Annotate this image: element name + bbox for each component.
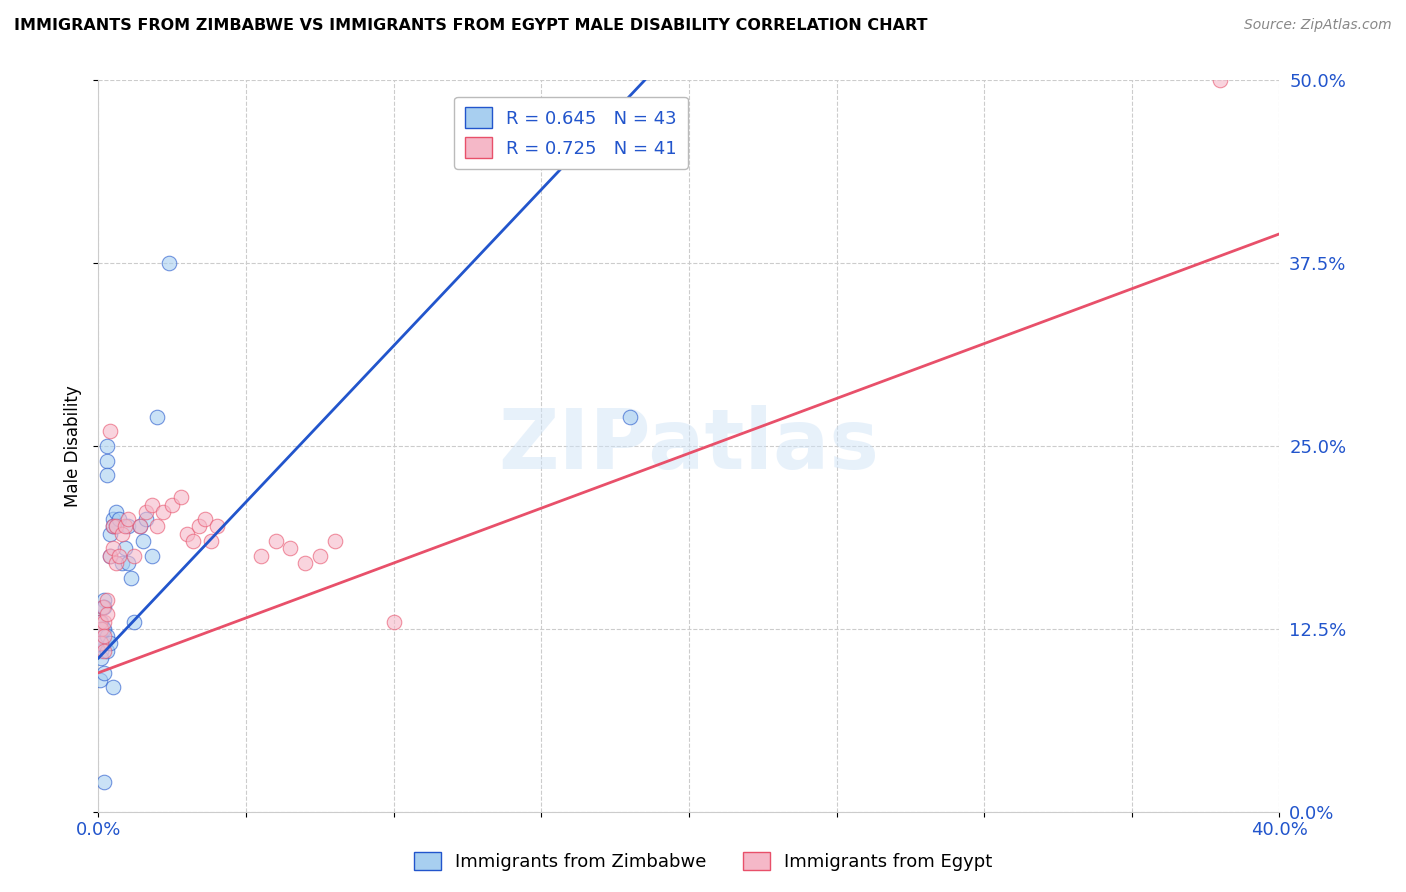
Point: [93, 592, 115, 607]
Point: [98, 526, 121, 541]
Point: [111, 526, 134, 541]
Point: [93, 629, 115, 643]
Point: [96, 453, 118, 467]
Point: [146, 519, 169, 533]
Point: [250, 549, 273, 563]
Point: [170, 490, 193, 504]
Point: [98, 636, 121, 650]
Point: [122, 615, 145, 629]
Point: [93, 775, 115, 789]
Point: [103, 541, 125, 556]
Point: [141, 549, 163, 563]
Legend: R = 0.645   N = 43, R = 0.725   N = 41: R = 0.645 N = 43, R = 0.725 N = 41: [454, 96, 688, 169]
Point: [105, 505, 128, 519]
Point: [90, 622, 112, 636]
Point: [90, 636, 112, 650]
Point: [382, 615, 405, 629]
Point: [91, 622, 114, 636]
Point: [128, 519, 150, 533]
Point: [96, 644, 118, 658]
Point: [117, 512, 139, 526]
Point: [162, 498, 183, 512]
Point: [294, 556, 316, 570]
Point: [141, 498, 163, 512]
Point: [176, 526, 198, 541]
Point: [98, 549, 121, 563]
Point: [93, 636, 115, 650]
Point: [93, 665, 115, 680]
Point: [114, 519, 136, 533]
Text: IMMIGRANTS FROM ZIMBABWE VS IMMIGRANTS FROM EGYPT MALE DISABILITY CORRELATION CH: IMMIGRANTS FROM ZIMBABWE VS IMMIGRANTS F…: [14, 18, 928, 33]
Point: [96, 439, 118, 453]
Point: [120, 571, 142, 585]
Legend: Immigrants from Zimbabwe, Immigrants from Egypt: Immigrants from Zimbabwe, Immigrants fro…: [406, 845, 1000, 879]
Point: [103, 519, 125, 533]
Point: [181, 534, 204, 549]
Point: [122, 549, 145, 563]
Point: [89, 615, 111, 629]
Point: [323, 534, 346, 549]
Point: [89, 629, 111, 643]
Point: [117, 556, 139, 570]
Point: [132, 534, 155, 549]
Point: [111, 556, 134, 570]
Point: [108, 512, 131, 526]
Point: [90, 651, 112, 665]
Point: [105, 519, 128, 533]
Point: [90, 622, 112, 636]
Point: [98, 549, 121, 563]
Point: [90, 636, 112, 650]
Point: [114, 541, 136, 556]
Point: [1209, 73, 1232, 87]
Point: [280, 541, 302, 556]
Y-axis label: Male Disability: Male Disability: [65, 385, 83, 507]
Point: [98, 425, 121, 439]
Point: [105, 519, 128, 533]
Point: [108, 549, 131, 563]
Point: [96, 592, 118, 607]
Point: [93, 644, 115, 658]
Point: [96, 629, 118, 643]
Point: [205, 519, 228, 533]
Point: [103, 519, 125, 533]
Point: [93, 615, 115, 629]
Point: [93, 622, 115, 636]
Point: [105, 556, 128, 570]
Point: [157, 256, 180, 270]
Point: [91, 599, 114, 614]
Point: [90, 615, 112, 629]
Point: [135, 505, 157, 519]
Point: [89, 615, 111, 629]
Point: [89, 673, 111, 687]
Point: [96, 468, 118, 483]
Point: [309, 549, 332, 563]
Text: ZIPatlas: ZIPatlas: [499, 406, 879, 486]
Point: [187, 519, 209, 533]
Point: [194, 512, 217, 526]
Point: [146, 409, 169, 424]
Point: [135, 512, 157, 526]
Point: [93, 599, 115, 614]
Point: [128, 519, 150, 533]
Point: [200, 534, 222, 549]
Point: [117, 519, 139, 533]
Point: [152, 505, 174, 519]
Point: [90, 644, 112, 658]
Point: [619, 409, 641, 424]
Text: Source: ZipAtlas.com: Source: ZipAtlas.com: [1244, 18, 1392, 32]
Point: [96, 607, 118, 622]
Point: [103, 512, 125, 526]
Point: [264, 534, 287, 549]
Point: [91, 599, 114, 614]
Point: [103, 681, 125, 695]
